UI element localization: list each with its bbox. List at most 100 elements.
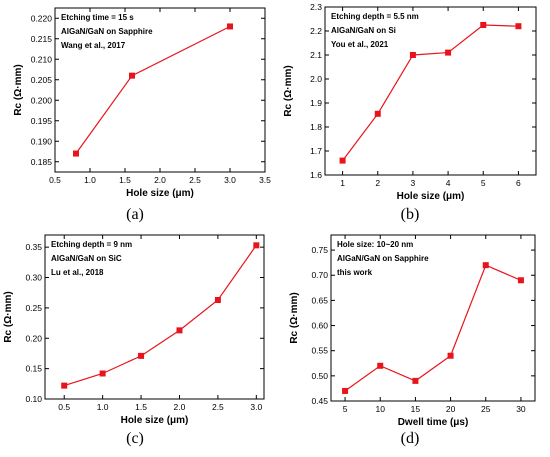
annotation-text: Lu et al., 2018: [51, 268, 104, 277]
y-tick-label: 2.3: [310, 2, 322, 12]
data-point: [342, 387, 349, 394]
y-tick-label: 2.0: [310, 74, 322, 84]
plot-frame: [330, 234, 536, 402]
x-axis-label: Hole size (μm): [126, 188, 194, 199]
series-line: [64, 244, 257, 387]
x-tick-label: 3.0: [250, 402, 262, 412]
y-tick-label: 0.185: [31, 157, 53, 167]
y-tick-label: 0.205: [31, 75, 53, 85]
series-line: [342, 24, 519, 161]
data-point: [73, 150, 79, 157]
chart-svg: 1 2 3 4 5 6 1.6 1.7 1.8 1.9 2.0 2.1 2.2 2.3 Hole size …: [283, 2, 537, 202]
x-tick-label: 2.0: [174, 402, 186, 412]
data-point: [374, 110, 381, 117]
annotation-text: Hole size: 10~20 nm: [337, 240, 413, 249]
x-tick-label: 3.5: [259, 175, 271, 185]
x-tick-label: 5: [343, 404, 348, 414]
x-tick-label: 3: [411, 178, 416, 188]
x-tick-label: 30: [516, 404, 526, 414]
y-tick-label: 2.2: [310, 26, 322, 36]
panel-c-caption: (c): [126, 430, 144, 447]
series-line: [344, 264, 522, 392]
panel-c: 0.5 1.0 1.5 2.0 2.5 3.0 0.10 0.15 0.20 0.25 0.30 0.…: [0, 228, 275, 433]
panel-b: 1 2 3 4 5 6 1.6 1.7 1.8 1.9 2.0 2.1 2.2 2.3 Hole size …: [275, 0, 550, 205]
annotation-text: this work: [337, 268, 373, 277]
data-point: [129, 72, 135, 79]
data-point: [138, 352, 145, 359]
data-point: [412, 377, 419, 384]
data-point: [176, 327, 183, 334]
annotation-text: Wang et al., 2017: [61, 41, 126, 50]
y-tick-label: 0.75: [311, 245, 328, 255]
x-tick-label: 10: [376, 404, 386, 414]
x-tick-label: 15: [411, 404, 421, 414]
annotation-text: Etching depth = 5.5 nm: [331, 12, 419, 21]
x-tick-label: 1.0: [97, 402, 109, 412]
y-axis-label: Rc (Ω·mm): [3, 291, 14, 342]
data-point: [447, 352, 454, 359]
y-tick-label: 1.6: [310, 170, 322, 180]
data-point: [377, 362, 384, 369]
y-tick-label: 0.210: [31, 54, 53, 64]
data-point: [517, 277, 524, 284]
y-tick-label: 0.215: [31, 34, 53, 44]
chart-svg: 0.5 1.0 1.5 2.0 2.5 3.0 0.10 0.15 0.20 0.25 0.30 0.…: [3, 234, 265, 426]
x-tick-label: 0.5: [58, 402, 70, 412]
panel-d-caption: (d): [400, 430, 420, 447]
data-point: [339, 157, 346, 164]
plot-frame: [44, 234, 265, 400]
x-axis-label: Dwell time (μs): [398, 417, 469, 428]
x-tick-label: 1.5: [119, 175, 131, 185]
data-point: [99, 370, 106, 377]
panel-a: 0.5 1.0 1.5 2.0 2.5 3.0 3.5 0.185 0.190 0.195 0.20…: [0, 0, 275, 205]
x-tick-label: 6: [516, 178, 521, 188]
y-tick-label: 1.7: [310, 146, 322, 156]
y-tick-label: 0.200: [31, 95, 53, 105]
panel-d: 5 10 15 20 25 30 0.45 0.50 0.55 0.60 0.65 0.70 0.75 D…: [275, 228, 550, 433]
annotation-text: AlGaN/GaN on Sapphire: [61, 27, 153, 36]
y-tick-label: 0.20: [25, 333, 42, 343]
x-tick-label: 3.0: [224, 175, 236, 185]
data-point: [515, 23, 522, 30]
y-tick-label: 0.60: [311, 321, 328, 331]
data-point: [214, 296, 221, 303]
y-tick-label: 0.45: [311, 396, 328, 406]
y-tick-label: 0.65: [311, 295, 328, 305]
x-tick-label: 0.5: [49, 175, 61, 185]
y-axis-label: Rc (Ω·mm): [289, 292, 300, 343]
x-tick-label: 2.5: [212, 402, 224, 412]
x-tick-label: 2: [375, 178, 380, 188]
x-tick-label: 2.5: [189, 175, 201, 185]
data-point: [227, 23, 233, 30]
annotation-text: You et al., 2021: [331, 40, 389, 49]
chart-svg: 0.5 1.0 1.5 2.0 2.5 3.0 3.5 0.185 0.190 0.195 0.20…: [13, 7, 271, 199]
y-tick-label: 0.35: [25, 242, 42, 252]
annotation-text: AlGaN/GaN on Sapphire: [337, 254, 429, 263]
x-tick-label: 25: [481, 404, 491, 414]
annotation-text: Etching depth = 9 nm: [51, 240, 132, 249]
y-tick-label: 0.50: [311, 371, 328, 381]
annotation-text: Etching time = 15 s: [61, 13, 134, 22]
y-tick-label: 0.25: [25, 303, 42, 313]
y-tick-label: 2.1: [310, 50, 322, 60]
panel-a-caption: (a): [126, 206, 144, 223]
y-tick-label: 0.15: [25, 364, 42, 374]
data-point: [482, 262, 489, 269]
y-tick-label: 1.8: [310, 122, 322, 132]
panel-b-caption: (b): [400, 206, 420, 223]
y-tick-label: 1.9: [310, 98, 322, 108]
y-tick-label: 0.10: [25, 394, 42, 404]
data-point: [61, 382, 68, 389]
plot-frame: [324, 6, 537, 176]
annotation-text: AlGaN/GaN on Si: [331, 26, 396, 35]
data-point: [253, 242, 260, 249]
x-tick-label: 4: [446, 178, 451, 188]
y-tick-label: 0.55: [311, 346, 328, 356]
x-axis-label: Hole size (μm): [397, 191, 465, 202]
y-tick-label: 0.190: [31, 136, 53, 146]
x-tick-label: 5: [481, 178, 486, 188]
chart-svg: 5 10 15 20 25 30 0.45 0.50 0.55 0.60 0.65 0.70 0.75 D…: [289, 234, 536, 428]
y-tick-label: 0.195: [31, 116, 53, 126]
y-tick-label: 0.30: [25, 273, 42, 283]
